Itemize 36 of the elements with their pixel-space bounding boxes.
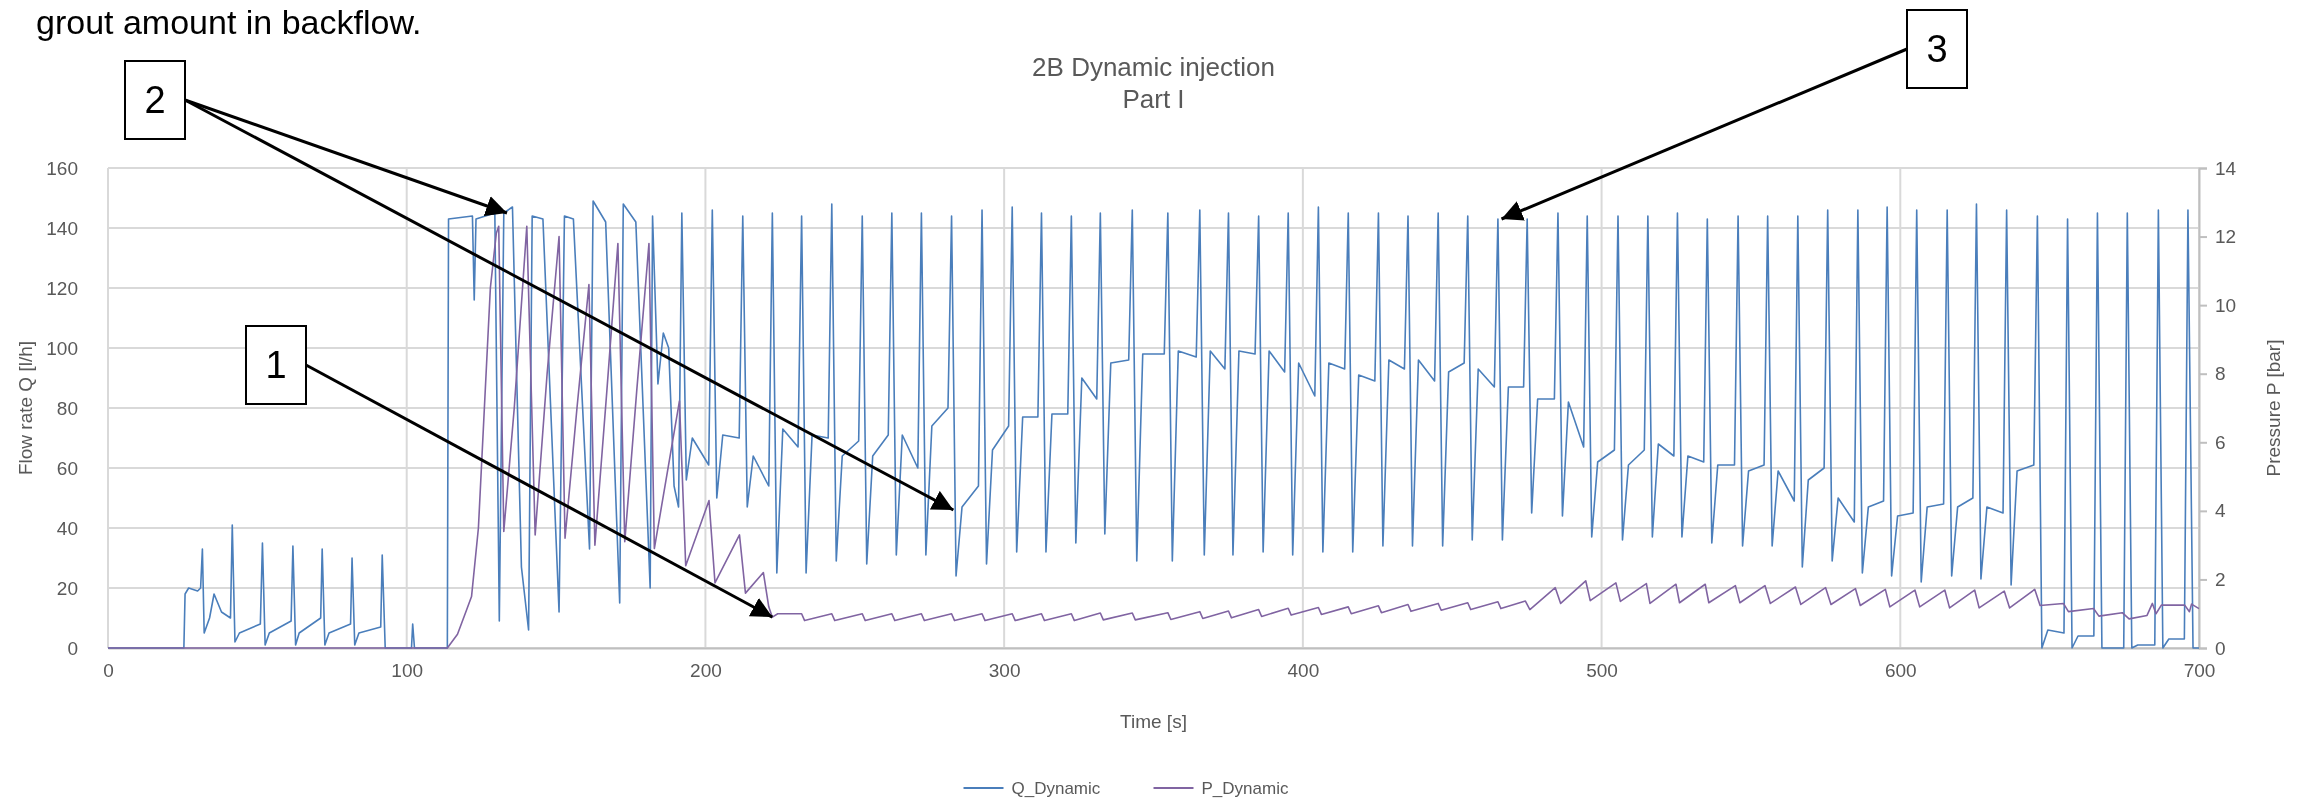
x-tick-label: 100 bbox=[391, 660, 424, 682]
x-tick-label: 200 bbox=[690, 660, 722, 682]
y-tick-label: 120 bbox=[46, 277, 78, 299]
annotation: 1 bbox=[265, 344, 287, 386]
y2-tick-label: 8 bbox=[2215, 363, 2226, 385]
y2-tick-label: 10 bbox=[2215, 294, 2237, 316]
y2-tick-label: 14 bbox=[2215, 157, 2237, 179]
y-tick-label: 100 bbox=[46, 337, 78, 359]
x-tick-label: 300 bbox=[988, 660, 1021, 682]
y-tick-label: 60 bbox=[56, 457, 78, 479]
chart-title: 2B Dynamic injection bbox=[1032, 52, 1275, 82]
x-axis-title: Time [s] bbox=[1120, 711, 1187, 732]
text: grout amount in backflow. bbox=[36, 3, 422, 41]
y-tick-label: 140 bbox=[46, 217, 78, 239]
x-tick-label: 500 bbox=[1586, 660, 1618, 682]
chart-subtitle: Part I bbox=[1122, 84, 1185, 114]
y-tick-label: 20 bbox=[56, 577, 78, 599]
x-tick-label: 400 bbox=[1287, 660, 1320, 682]
x-tick-label: 700 bbox=[2183, 660, 2216, 682]
y2-tick-label: 2 bbox=[2215, 569, 2226, 591]
legend-label: P_Dynamic bbox=[1201, 779, 1289, 798]
y-axis-title: Flow rate Q [l/h] bbox=[15, 340, 36, 476]
y-tick-label: 160 bbox=[46, 157, 78, 179]
y2-tick-label: 0 bbox=[2215, 637, 2226, 659]
y2-tick-label: 4 bbox=[2215, 500, 2226, 522]
annotation: 2 bbox=[144, 79, 166, 121]
y2-tick-label: 12 bbox=[2215, 226, 2237, 248]
y2-tick-label: 6 bbox=[2215, 431, 2226, 453]
x-tick-label: 0 bbox=[103, 660, 114, 682]
annotation: 3 bbox=[1926, 28, 1948, 70]
legend-label: Q_Dynamic bbox=[1011, 779, 1101, 798]
y-tick-label: 80 bbox=[56, 397, 78, 419]
y-tick-label: 40 bbox=[56, 517, 78, 539]
y2-axis-title: Pressure P [bar] bbox=[2263, 339, 2284, 477]
y-tick-label: 0 bbox=[67, 637, 78, 659]
x-tick-label: 600 bbox=[1884, 660, 1917, 682]
